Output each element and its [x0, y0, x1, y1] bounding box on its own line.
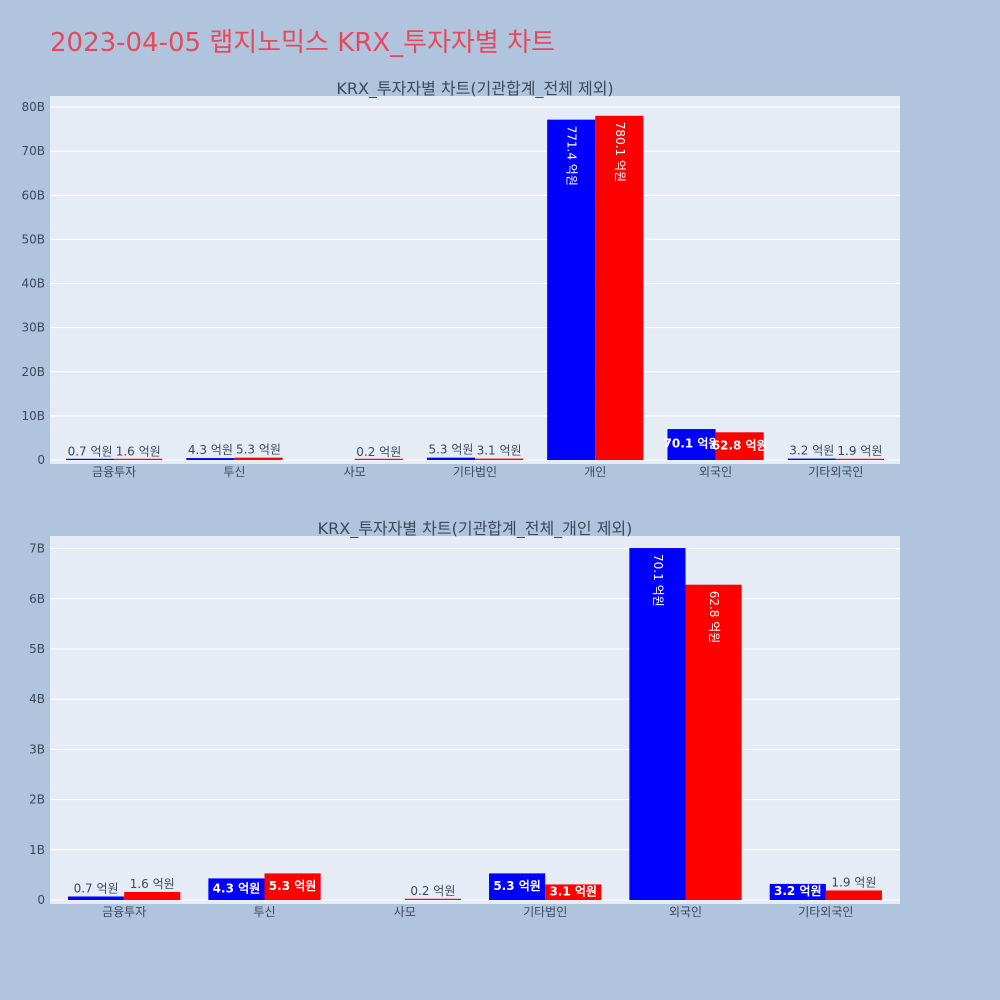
data-label: 1.6 억원	[116, 444, 161, 458]
bar	[404, 898, 461, 900]
bar	[595, 115, 644, 460]
data-label: 3.2 억원	[789, 444, 834, 458]
bar	[685, 584, 742, 900]
bar	[354, 458, 403, 460]
y-tick-label: 6B	[29, 592, 45, 606]
x-tick-label: 기타법인	[523, 905, 567, 919]
data-label: 0.7 억원	[68, 445, 113, 459]
y-tick-label: 2B	[29, 793, 45, 807]
x-tick-label: 사모	[394, 905, 416, 919]
y-tick-label: 20B	[21, 365, 45, 379]
data-label: 4.3 억원	[213, 881, 261, 895]
bar	[66, 458, 115, 460]
plot-area	[50, 536, 900, 904]
chart-title: KRX_투자자별 차트(기관합계_전체 제외)	[336, 79, 613, 99]
data-label: 5.3 억원	[428, 443, 473, 457]
bar	[825, 890, 882, 900]
data-label: 1.9 억원	[831, 875, 876, 889]
x-tick-label: 기타외국인	[808, 465, 863, 479]
data-label: 62.8 억원	[707, 591, 721, 644]
bar	[489, 873, 546, 900]
data-label: 780.1 억원	[613, 122, 627, 182]
bar	[208, 878, 265, 900]
data-label: 0.2 억원	[410, 884, 455, 898]
data-label: 0.2 억원	[356, 445, 401, 459]
chart-2: 0 1B 2B 3B 4B 5B 6B 7B KRX_투자자별 차트(기관합계_전체_개인 제외…	[29, 519, 900, 919]
bar	[475, 458, 524, 460]
bar	[186, 458, 235, 460]
x-tick-label: 투신	[223, 465, 245, 479]
x-tick-label: 금융투자	[102, 905, 146, 919]
data-label: 3.1 억원	[549, 884, 597, 898]
data-label: 70.1 억원	[651, 554, 665, 607]
y-tick-label: 7B	[29, 542, 45, 556]
x-tick-label: 사모	[344, 465, 366, 479]
bar	[715, 432, 764, 460]
x-tick-label: 기타법인	[453, 465, 497, 479]
bar	[124, 891, 181, 900]
x-tick-label: 금융투자	[92, 465, 136, 479]
bar	[234, 457, 283, 460]
y-tick-label: 0	[37, 893, 45, 907]
y-tick-label: 50B	[21, 232, 45, 246]
data-label: 1.9 억원	[837, 444, 882, 458]
bar	[545, 884, 602, 900]
x-tick-label: 외국인	[699, 465, 732, 479]
data-label: 0.7 억원	[74, 881, 119, 895]
chart-title: KRX_투자자별 차트(기관합계_전체_개인 제외)	[318, 519, 633, 539]
y-tick-label: 70B	[21, 144, 45, 158]
x-tick-label: 외국인	[669, 905, 702, 919]
bar	[667, 429, 716, 460]
x-tick-label: 기타외국인	[798, 905, 853, 919]
y-tick-label: 1B	[29, 843, 45, 857]
bar	[264, 873, 321, 900]
chart-1: 0 10B 20B 30B 40B 50B 60B 70B 80B KRX_투자자별 차트(기관합…	[21, 79, 900, 479]
bar	[835, 458, 884, 460]
y-tick-label: 4B	[29, 692, 45, 706]
data-label: 62.8 억원	[712, 438, 768, 452]
plot-area	[50, 96, 900, 464]
y-tick-label: 30B	[21, 321, 45, 335]
bar	[769, 883, 826, 900]
data-label: 3.1 억원	[477, 444, 522, 458]
page-title: 2023-04-05 랩지노믹스 KRX_투자자별 차트	[50, 28, 555, 58]
data-label: 70.1 억원	[664, 437, 720, 451]
y-tick-label: 5B	[29, 642, 45, 656]
bar	[426, 457, 475, 460]
bar	[114, 458, 163, 460]
data-label: 771.4 억원	[565, 126, 579, 186]
bar	[68, 896, 125, 900]
y-tick-label: 60B	[21, 188, 45, 202]
x-tick-label: 개인	[584, 465, 606, 479]
y-tick-label: 80B	[21, 100, 45, 114]
y-tick-label: 10B	[21, 409, 45, 423]
y-tick-label: 0	[37, 453, 45, 467]
data-label: 4.3 억원	[188, 443, 233, 457]
data-label: 3.2 억원	[774, 884, 822, 898]
x-tick-label: 투신	[253, 905, 275, 919]
y-tick-label: 40B	[21, 277, 45, 291]
data-label: 1.6 억원	[130, 877, 175, 891]
bar	[547, 119, 596, 460]
bar	[629, 548, 686, 900]
y-tick-label: 3B	[29, 742, 45, 756]
data-label: 5.3 억원	[236, 443, 281, 457]
data-label: 5.3 억원	[269, 879, 317, 893]
data-label: 5.3 억원	[493, 879, 541, 893]
bar	[787, 458, 836, 460]
